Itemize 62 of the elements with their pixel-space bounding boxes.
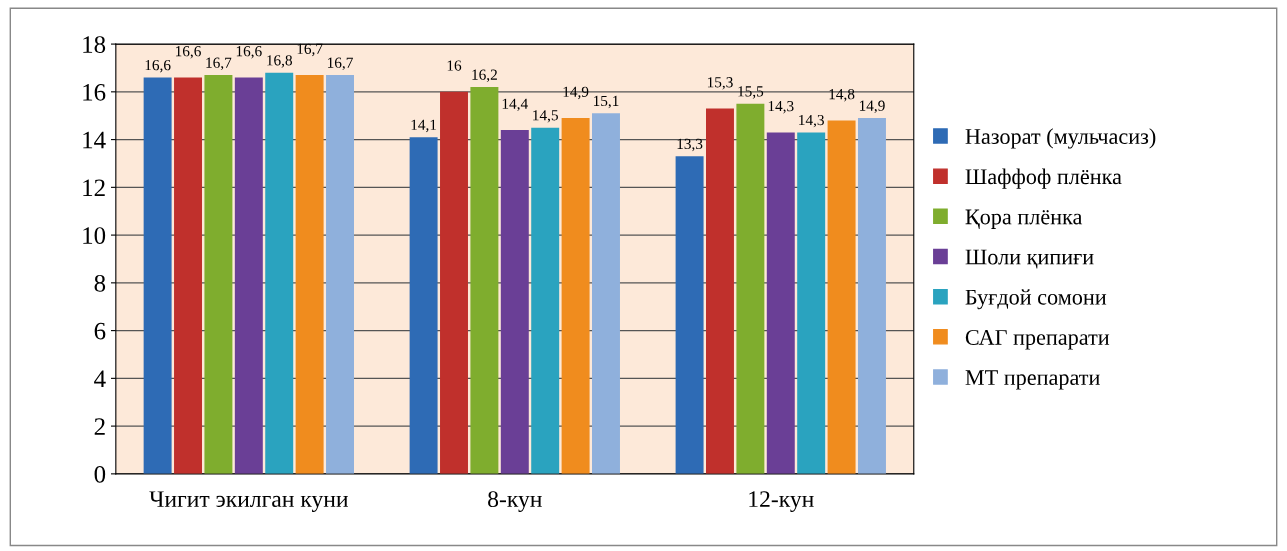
y-tick-label: 14	[83, 131, 106, 149]
bar	[827, 120, 856, 474]
bar	[766, 132, 795, 474]
bar	[736, 103, 765, 474]
bar	[797, 132, 826, 474]
y-tick-label: 0	[94, 465, 106, 483]
data-label: 16,6	[236, 46, 262, 59]
bar	[706, 108, 734, 474]
bar	[204, 75, 233, 474]
legend-label: Шоли қипиғи	[965, 249, 1094, 269]
y-tick-label: 8	[94, 274, 106, 292]
legend-label: Шаффоф плёнка	[965, 168, 1122, 189]
legend-label: МТ препарати	[965, 370, 1100, 390]
data-label: 16,7	[206, 57, 232, 71]
bar	[531, 127, 560, 474]
data-label: 16,6	[176, 46, 201, 59]
bar	[500, 130, 529, 474]
bar	[234, 77, 263, 474]
data-label: 16,6	[145, 59, 171, 73]
data-label: 14,5	[533, 110, 558, 123]
y-tick-label: 18	[83, 36, 106, 53]
bar	[326, 75, 354, 474]
y-tick-label: 10	[83, 227, 106, 245]
y-tick-label: 4	[94, 370, 106, 388]
data-label: 14,1	[411, 119, 437, 133]
y-tick-label: 12	[83, 179, 105, 197]
data-label: 16	[447, 60, 462, 71]
data-label: 13,3	[677, 138, 703, 152]
x-tick-label: Чигит экилган куни	[149, 491, 348, 512]
legend-label: Қора плёнка	[965, 209, 1083, 229]
legend-label: САГ препарати	[965, 329, 1110, 350]
bar	[174, 77, 203, 474]
bar	[592, 113, 620, 474]
bar	[143, 77, 172, 474]
legend-label: Буғдой сомони	[965, 289, 1107, 310]
bar	[409, 137, 438, 474]
bar	[440, 91, 468, 474]
data-label: 16,2	[472, 69, 497, 82]
bar	[675, 156, 704, 474]
legend-label: Назорат (мульчасиз)	[965, 128, 1156, 149]
data-label: 14,8	[829, 89, 855, 102]
data-label: 14,3	[799, 114, 824, 128]
data-label: 14,3	[768, 101, 794, 114]
x-tick-label: 12-кун	[749, 491, 814, 512]
data-label: 16,7	[297, 43, 323, 57]
data-label: 14,9	[859, 100, 885, 114]
x-tick-label: 8-кун	[488, 491, 542, 512]
bar	[561, 118, 590, 474]
data-label: 14,4	[502, 98, 528, 112]
data-label: 16,8	[267, 55, 292, 68]
y-tick-label: 16	[83, 83, 106, 101]
y-tick-label: 2	[94, 418, 105, 435]
bar	[857, 118, 886, 474]
bar	[470, 87, 499, 474]
data-label: 15,5	[738, 86, 764, 99]
y-tick-label: 6	[94, 322, 106, 340]
bar	[295, 75, 324, 474]
data-label: 15,1	[593, 95, 619, 109]
data-label: 16,7	[327, 57, 353, 71]
data-label: 14,9	[563, 86, 589, 100]
bar	[265, 72, 294, 474]
data-label: 15,3	[707, 77, 733, 90]
